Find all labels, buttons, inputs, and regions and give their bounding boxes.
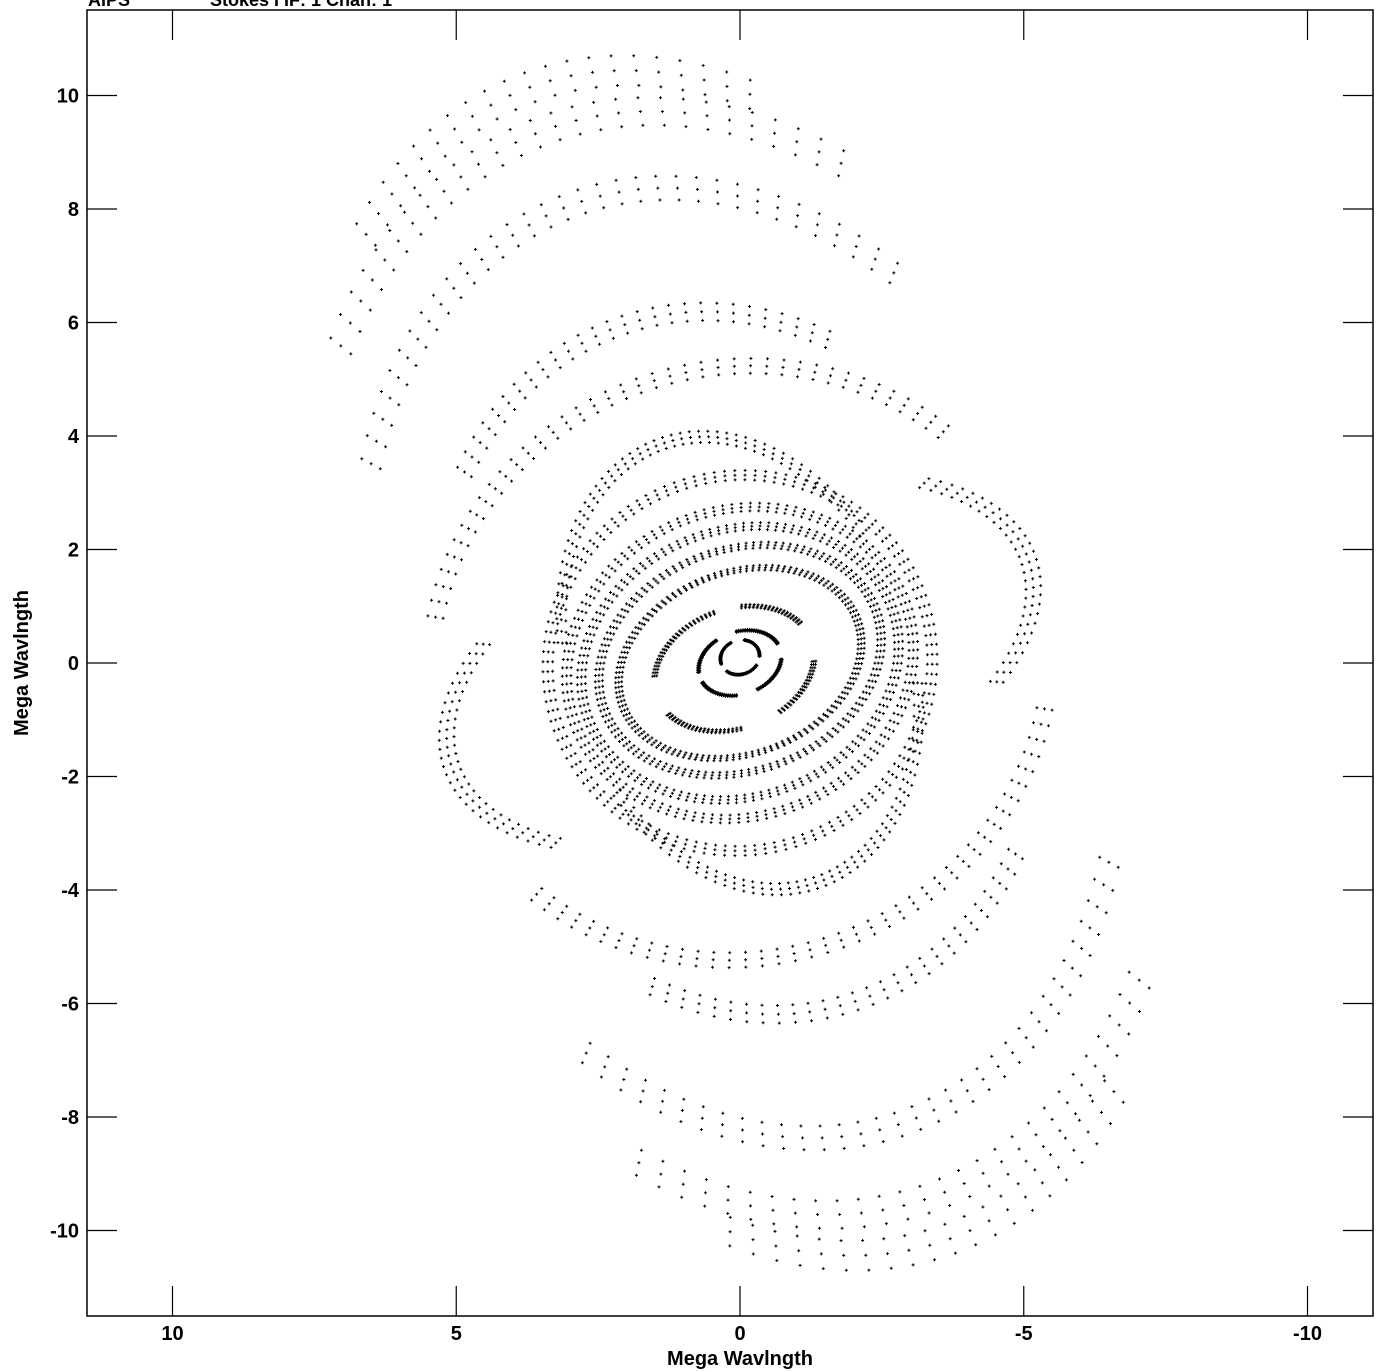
y-tick-label: -6 — [61, 994, 79, 1016]
uv-points — [329, 54, 1151, 1272]
header-right-text: Stokes I IF: 1 Chan: 1 — [210, 0, 392, 10]
y-tick-label: 6 — [68, 313, 79, 335]
y-tick-label: 10 — [57, 86, 79, 108]
x-tick-label: 5 — [451, 1323, 462, 1345]
header-left-text: AIPS — [88, 0, 130, 10]
x-tick-label: 10 — [161, 1323, 183, 1345]
y-axis-title: Mega Wavlngth — [11, 590, 33, 736]
y-tick-label: -2 — [61, 767, 79, 789]
plot-frame — [86, 9, 1374, 1317]
uv-point-marks — [329, 54, 1151, 1272]
x-tick-label: -10 — [1293, 1323, 1322, 1345]
y-tick-label: 4 — [68, 426, 80, 448]
y-tick-label: 0 — [68, 653, 79, 675]
x-tick-label: 0 — [734, 1323, 745, 1345]
x-tick-label: -5 — [1015, 1323, 1033, 1345]
axis-ticks: 10 5 0 -5 -10 10 8 6 4 2 0 -2 -4 -6 -8 -10 — [50, 10, 1373, 1345]
y-tick-label: 2 — [68, 540, 79, 562]
x-axis-title: Mega Wavlngth — [667, 1348, 813, 1370]
y-tick-label: -10 — [50, 1221, 79, 1243]
y-tick-label: -8 — [61, 1107, 79, 1129]
y-tick-label: -4 — [61, 880, 80, 902]
y-tick-label: 8 — [68, 199, 79, 221]
